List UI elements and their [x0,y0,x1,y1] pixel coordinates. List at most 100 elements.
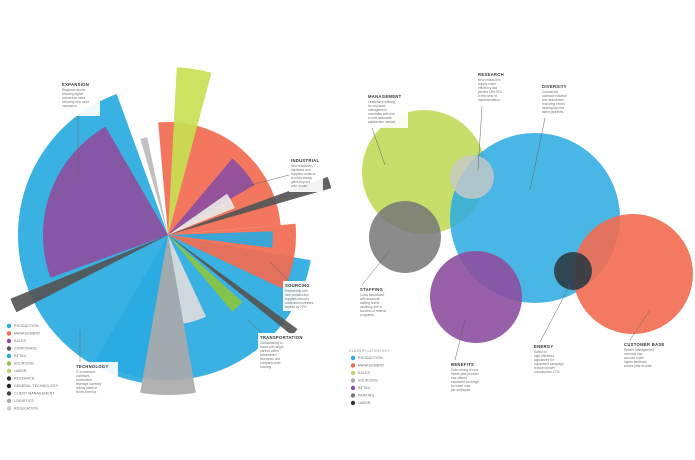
callout-technology-line: continues [76,374,90,378]
callout-transportation-line: streamlined [260,353,277,357]
legend-bubble: CLASSIFICATION KEY PRODUCTION MANAGEMENT SA… [349,349,390,405]
callout-industrial-line: supplies continue [291,172,316,176]
legend-radial: PRODUCTION MANAGEMENT SALES CORPORATE RETAIL… [6,323,59,411]
wedge-client-mgmt [168,235,298,336]
callout-research-line: yielded 18% ROI [478,90,502,94]
callout-sourcing-box [283,281,323,311]
callout-management-line: management [368,108,387,112]
legend-swatch [350,385,356,391]
callout-benefits-leader [454,319,466,361]
callout-customer-base-line: overhaul has [624,352,643,356]
callout-technology-box [74,362,118,396]
legend-label: LABOR [14,369,27,373]
callout-customer-base-line: Recent management [624,348,654,352]
callout-technology-title: TECHNOLOGY [76,364,109,369]
legend-swatch [6,383,12,389]
callout-transportation-line: partner offers [260,349,279,353]
radial-bar-chart [10,67,332,396]
callout-diversity-line: developing new [542,106,565,110]
callout-transportation-line: itineraries and [260,357,280,361]
callout-sourcing-line: supplies reduces [285,297,309,301]
legend-swatch [6,391,12,396]
bubble-retail [430,251,522,343]
callout-staffing-box [358,285,398,319]
callout-staffing-line: Costs associated [360,293,384,297]
callout-diversity-leader [529,117,546,191]
legend-label: CORPORATE [14,347,38,351]
legend-label: RETAIL [358,386,371,390]
callout-diversity-line: talent pipelines. [542,110,564,114]
callout-technology-line: North America. [76,390,97,394]
bubble-sourcing [450,155,494,199]
bubble-chart [362,110,693,343]
callout-research-leader [477,105,483,171]
callout-research-line: efficiency has [478,86,498,90]
legend-swatch [6,338,12,344]
callout-technology-line: driving sales to [76,386,97,390]
legend-swatch [6,346,12,351]
callout-management-line: correlates with rise [368,112,395,116]
callout-benefits-line: for lower cost [451,384,470,388]
callout-industrial-line: prior month. [291,184,308,188]
legend-label: GENERAL TECHNOLOGY [14,384,59,388]
callout-staffing-line: programs. [360,313,374,317]
bubble-parking [369,201,441,273]
callout-sourcing-line: access by 22%. [285,305,307,309]
callout-transportation-title: TRANSPORTATION [260,335,303,340]
callout-diversity-box [540,82,576,118]
callout-energy-line: consumption 17%. [534,370,560,374]
legend-label: LOGISTICS [14,399,34,403]
callout-transportation-line: booking. [260,365,272,369]
legend-label: PRODUCTION [14,324,39,328]
callout-management-line: for mid-level [368,104,386,108]
callout-technology-line: leverage currently [76,382,102,386]
callout-staffing-line: staffing levels [360,301,380,305]
callout-expansion-line: following new store [62,100,89,104]
callout-management-line: in new-associate [368,116,392,120]
callout-industrial-line: to show steady [291,176,313,180]
legend-label: REGULATION [14,407,38,411]
legend-label: SALES [14,339,26,343]
wedge-retail-b [168,231,273,248]
legend-swatch [6,368,12,374]
wedge-sales [42,126,169,278]
callout-research-line: supply chain [478,82,496,86]
legend-label: RETAIL [14,354,27,358]
wedge-sourcing [168,235,243,312]
legend-label: RESEARCH [14,377,35,381]
callout-energy-line: equipment campaign [534,362,564,366]
callout-management-line: Leadership training [368,100,395,104]
legend-label: MANAGEMENT [14,332,40,336]
callout-sourcing-line: costs and increases [285,301,314,305]
callout-benefits-title: BENEFITS [451,362,474,367]
callout-customer-base-line: higher feedback [624,360,647,364]
legend-swatch [6,331,12,336]
callout-management-leader [371,127,386,166]
callout-expansion-line: conversion rates [62,96,86,100]
callout-diversity-title: DIVERSITY [542,84,567,89]
legend-label: SALES [358,371,370,375]
legend-title: CLASSIFICATION KEY [349,349,390,353]
callout-staffing-line: with seasonal [360,297,380,301]
callout-expansion-line: expansion. [62,104,78,108]
callout-customer-base-title: CUSTOMER BASE [624,342,665,347]
legend-swatch [6,361,12,366]
legend-swatch [350,378,356,383]
callout-management-title: MANAGEMENT [368,94,402,99]
legend-swatch [350,363,356,368]
wedge-corporate [10,235,169,313]
callout-industrial-box [289,156,323,192]
legend-swatch [350,393,356,398]
callout-sourcing-leader [269,261,290,282]
callout-benefits-line: expanded coverage [451,380,479,384]
callout-benefits-line: Data mining of new [451,368,479,372]
legend-label: CLIENT MANAGEMENT [14,392,55,396]
callout-research-title: RESEARCH [478,72,504,77]
callout-energy-box [532,342,572,378]
callout-energy-line: Switch to [534,350,547,354]
